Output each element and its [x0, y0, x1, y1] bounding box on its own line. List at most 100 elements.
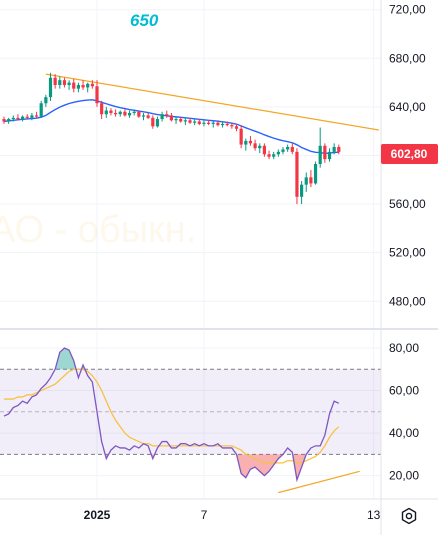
candle: [137, 110, 141, 118]
candle: [7, 117, 11, 124]
rsi-axis[interactable]: 80,00 60,00 40,00 20,00: [389, 341, 419, 483]
candle-body: [86, 83, 90, 88]
candle-body: [127, 112, 132, 116]
candle-body: [234, 126, 239, 129]
candle-body: [220, 123, 225, 126]
candle-body: [81, 85, 85, 88]
last-price-tag: 602,80: [381, 144, 438, 164]
candle-body: [337, 146, 341, 152]
candle: [53, 74, 57, 89]
candle: [267, 150, 271, 160]
candle: [211, 121, 215, 128]
candle: [100, 100, 104, 120]
candle-body: [44, 97, 48, 104]
candle-body: [76, 85, 80, 89]
rsi-pane[interactable]: [0, 331, 381, 499]
candle: [197, 119, 201, 126]
candle-body: [67, 82, 71, 86]
candle: [327, 148, 332, 162]
candle-body: [272, 154, 276, 157]
candle-body: [146, 115, 150, 118]
candle: [304, 172, 308, 192]
candle-body: [155, 119, 160, 127]
candle: [165, 110, 169, 118]
candle: [21, 115, 25, 122]
candle-body: [123, 111, 127, 116]
candle: [220, 121, 225, 128]
candle-body: [239, 128, 243, 145]
candle: [169, 112, 173, 122]
candle-body: [327, 151, 332, 160]
annotation-650: 650: [130, 11, 159, 30]
candle: [16, 114, 20, 121]
candle: [86, 82, 90, 93]
candle-body: [225, 123, 229, 126]
candle: [48, 72, 53, 101]
candle-body: [230, 125, 234, 127]
rsi-lines-layer: [3, 347, 360, 494]
candle: [295, 148, 299, 205]
price-tick: 640,00: [389, 100, 426, 114]
candle: [248, 136, 253, 146]
candle: [25, 114, 29, 120]
candle: [179, 116, 183, 123]
candle-body: [323, 145, 327, 160]
candle: [160, 111, 164, 122]
candle: [109, 108, 113, 116]
candle-body: [244, 140, 248, 145]
candle-body: [90, 83, 94, 87]
candle: [193, 119, 197, 126]
candle: [72, 78, 76, 93]
candle-body: [62, 80, 67, 86]
grid-main: [0, 0, 381, 328]
candle-body: [207, 122, 211, 124]
candle: [81, 80, 85, 90]
candle-body: [53, 77, 57, 86]
candle: [2, 116, 6, 124]
candle: [90, 80, 94, 89]
candle: [127, 110, 132, 118]
candle: [67, 80, 71, 90]
rsi-tick: 20,00: [389, 469, 419, 483]
candle-body: [318, 145, 322, 164]
rsi-band-layer: [0, 368, 381, 455]
candle: [286, 144, 290, 152]
candle: [39, 100, 43, 118]
chart-settings-button[interactable]: [397, 505, 421, 527]
time-axis[interactable]: 2025 7 13: [84, 508, 381, 522]
candle-body: [160, 114, 164, 120]
candle-body: [313, 164, 318, 184]
gear-icon: [401, 507, 417, 525]
time-tick: 7: [201, 508, 208, 522]
candle-body: [248, 140, 253, 144]
candle: [216, 120, 220, 127]
candle-body: [174, 119, 178, 121]
candle-body: [109, 110, 113, 113]
candle-body: [11, 117, 15, 120]
candle-body: [48, 77, 53, 98]
candle-body: [39, 103, 43, 117]
main-pane[interactable]: АО - обыкн. 650: [0, 0, 381, 328]
candle-body: [253, 143, 257, 149]
candle-body: [188, 120, 192, 123]
candle: [323, 143, 327, 163]
trendline-layer: [45, 73, 379, 131]
resistance-trendline: [45, 73, 379, 131]
candle-body: [165, 114, 169, 116]
candle-body: [276, 151, 280, 155]
price-tick: 680,00: [389, 51, 426, 65]
candle-body: [216, 122, 220, 126]
ma-layer: [3, 99, 339, 155]
candle: [44, 94, 48, 107]
price-tick: 520,00: [389, 246, 426, 260]
candle: [207, 120, 211, 126]
candle-body: [30, 115, 34, 118]
candle: [141, 112, 146, 121]
price-tick: 720,00: [389, 3, 426, 17]
price-tick: 480,00: [389, 294, 426, 308]
last-price-tag-bg: [381, 144, 438, 164]
candle-body: [262, 145, 266, 155]
candle: [281, 146, 285, 155]
time-tick: 2025: [84, 508, 111, 522]
candle-body: [21, 116, 25, 120]
